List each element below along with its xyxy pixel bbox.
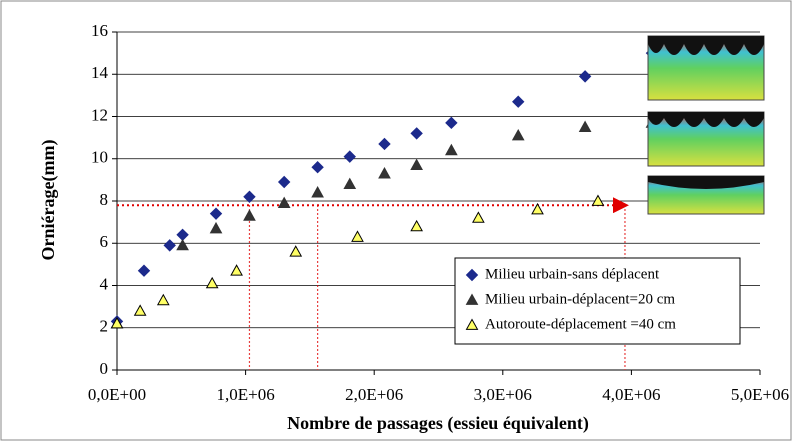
x-tick-label: 2,0E+06 <box>345 385 403 404</box>
y-tick-label: 2 <box>100 317 109 336</box>
x-tick-label: 3,0E+06 <box>474 385 532 404</box>
y-tick-label: 16 <box>91 21 108 40</box>
x-tick-label: 0,0E+00 <box>88 385 146 404</box>
data-point <box>290 246 301 256</box>
x-tick-label: 4,0E+06 <box>602 385 660 404</box>
data-point <box>211 208 222 219</box>
data-point <box>211 223 222 233</box>
x-tick-label: 1,0E+06 <box>216 385 274 404</box>
data-point <box>580 122 591 132</box>
data-point <box>513 96 524 107</box>
data-point <box>411 128 422 139</box>
data-point <box>135 305 146 315</box>
data-point <box>411 160 422 170</box>
data-point <box>513 130 524 140</box>
data-point <box>344 179 355 189</box>
data-point <box>446 145 457 155</box>
data-point <box>446 117 457 128</box>
x-tick-label: 5,0E+06 <box>731 385 789 404</box>
data-point <box>231 265 242 275</box>
data-point <box>352 231 363 241</box>
x-axis-title: Nombre de passages (essieu équivalent) <box>287 413 589 434</box>
data-point <box>379 138 390 149</box>
data-point <box>580 71 591 82</box>
y-tick-label: 4 <box>100 274 109 293</box>
data-point <box>344 151 355 162</box>
legend-label: Autoroute-déplacement =40 cm <box>485 316 676 332</box>
data-point <box>158 295 169 305</box>
data-point <box>473 212 484 222</box>
y-tick-label: 10 <box>91 148 108 167</box>
data-point <box>312 162 323 173</box>
fe-images <box>648 36 764 214</box>
y-axis-title: Orniérage(mm) <box>38 140 59 261</box>
y-tick-label: 6 <box>100 232 109 251</box>
data-point <box>207 278 218 288</box>
y-tick-label: 0 <box>100 359 109 378</box>
y-tick-label: 14 <box>91 63 109 82</box>
chart: 0 2 4 6 8 10 12 14 16 0,0E+00 1,0E+06 2,0E+06 3,0E+0… <box>0 0 792 441</box>
data-point <box>279 198 290 208</box>
legend: Milieu urbain-sans déplacent Milieu urbai… <box>455 258 740 344</box>
y-tick-label: 12 <box>91 105 108 124</box>
data-point <box>164 240 175 251</box>
data-point <box>139 265 150 276</box>
data-point <box>177 240 188 250</box>
data-point <box>279 176 290 187</box>
legend-label: Milieu urbain-déplacent=20 cm <box>485 291 675 307</box>
data-point <box>177 229 188 240</box>
data-point <box>312 187 323 197</box>
data-point <box>379 168 390 178</box>
y-tick-label: 8 <box>100 190 109 209</box>
data-point <box>244 210 255 220</box>
data-point <box>411 221 422 231</box>
legend-label: Milieu urbain-sans déplacent <box>485 266 660 282</box>
data-point <box>592 196 603 206</box>
